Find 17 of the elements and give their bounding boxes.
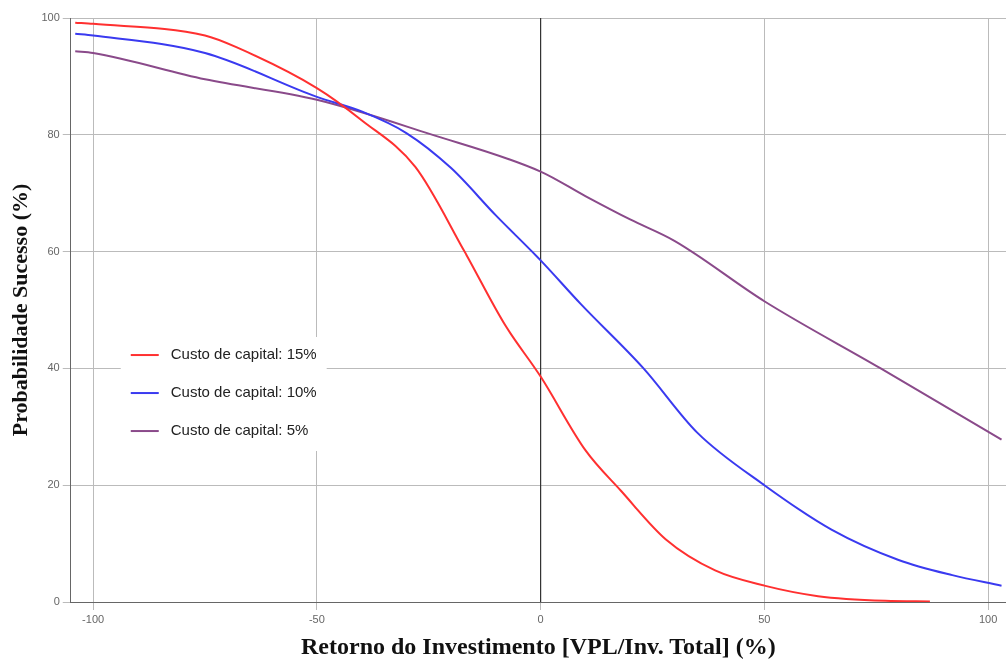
y-axis-title: Probabilidade Sucesso (%) bbox=[6, 183, 32, 437]
x-tick-label: -100 bbox=[82, 612, 105, 625]
legend-label: Custo de capital: 10% bbox=[170, 383, 317, 401]
x-axis-title: Retorno do Investimento [VPL/Inv. Total] (%) bbox=[301, 632, 776, 659]
y-tick-label: 80 bbox=[47, 127, 60, 140]
x-tick-label: 50 bbox=[758, 612, 771, 625]
y-tick-label: 0 bbox=[53, 595, 60, 608]
y-tick-label: 100 bbox=[41, 11, 60, 24]
legend-label: Custo de capital: 5% bbox=[170, 421, 309, 439]
y-tick-label: 60 bbox=[47, 244, 60, 257]
legend-label: Custo de capital: 15% bbox=[170, 345, 317, 363]
y-tick-label: 20 bbox=[47, 478, 60, 491]
x-tick-label: 100 bbox=[978, 612, 998, 625]
x-tick-label: -50 bbox=[308, 612, 325, 625]
line-series bbox=[74, 50, 1003, 441]
y-tick-label: 40 bbox=[47, 361, 60, 374]
x-tick-label: 0 bbox=[537, 612, 544, 625]
